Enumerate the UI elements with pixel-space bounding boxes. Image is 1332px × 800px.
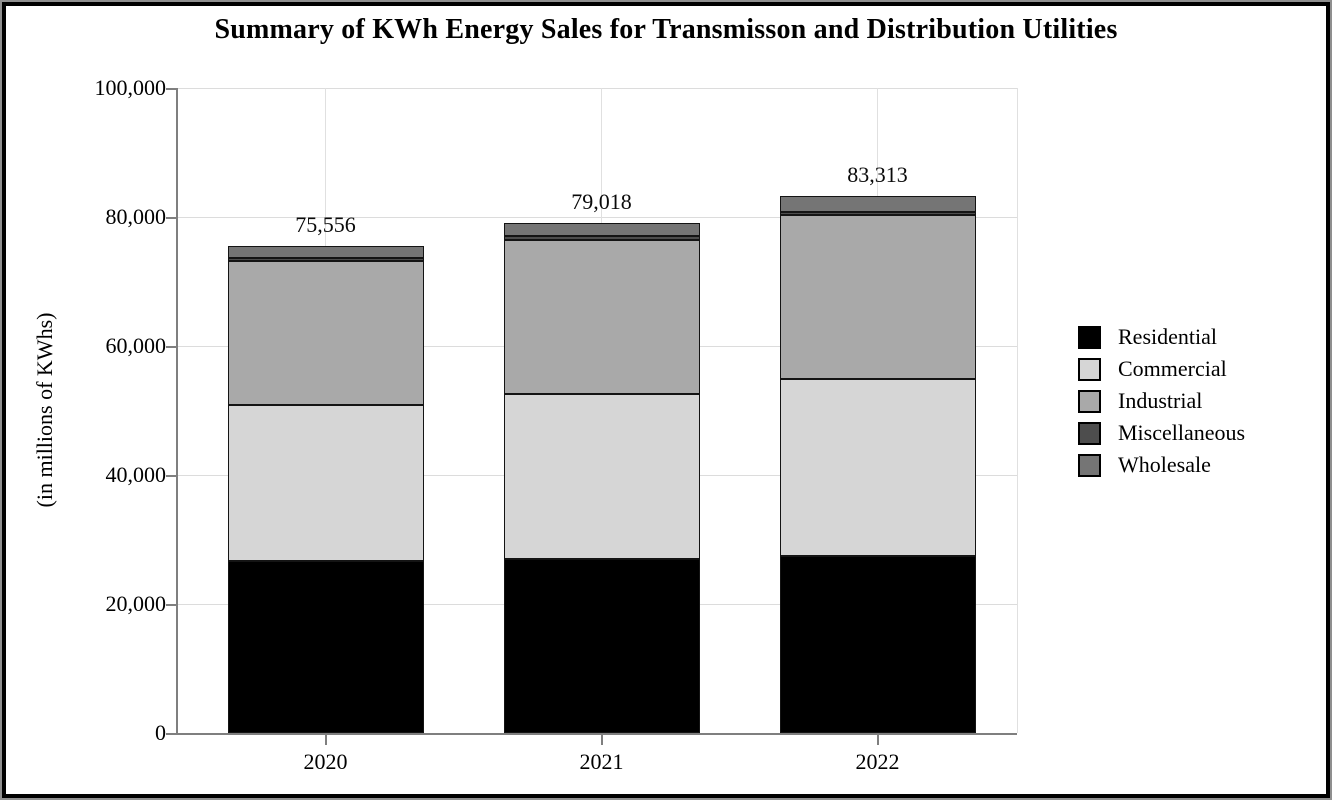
h-gridline	[178, 87, 1017, 89]
legend-item-residential: Residential	[1078, 321, 1245, 353]
x-tick-mark	[324, 735, 327, 745]
bar-segment-wholesale	[779, 195, 976, 213]
y-tick-mark	[166, 217, 176, 219]
y-tick-mark	[166, 475, 176, 477]
chart-title: Summary of KWh Energy Sales for Transmis…	[214, 14, 1118, 45]
legend-label: Residential	[1118, 324, 1217, 349]
h-gridline	[178, 216, 1017, 218]
bar-total-label: 75,556	[295, 211, 356, 237]
y-tick-label: 60,000	[105, 333, 167, 358]
legend-swatch-wholesale	[1078, 453, 1101, 477]
bar-segment-commercial	[779, 378, 976, 557]
legend-item-wholesale: Wholesale	[1078, 449, 1245, 481]
bar-segment-miscellaneous	[503, 236, 700, 240]
bar-segment-wholesale	[227, 245, 424, 259]
bar-segment-commercial	[503, 394, 700, 560]
legend-swatch-miscellaneous	[1078, 421, 1101, 445]
bar-segment-miscellaneous	[779, 212, 976, 216]
bar-segment-industrial	[503, 239, 700, 395]
bar-segment-wholesale	[503, 223, 700, 237]
bar-segment-residential	[227, 561, 424, 733]
bar-segment-commercial	[227, 404, 424, 562]
legend-item-commercial: Commercial	[1078, 353, 1245, 385]
bar-total-label: 79,018	[571, 189, 632, 215]
bar-segment-miscellaneous	[227, 258, 424, 262]
legend-swatch-industrial	[1078, 389, 1101, 413]
y-tick-mark	[166, 733, 176, 735]
legend-label: Miscellaneous	[1118, 420, 1246, 445]
y-tick-mark	[166, 346, 176, 348]
legend-swatch-residential	[1078, 325, 1101, 349]
y-tick-label: 0	[155, 720, 166, 745]
legend-swatch-commercial	[1078, 357, 1101, 381]
x-tick-mark	[876, 735, 879, 745]
x-category-label: 2022	[855, 749, 900, 774]
bar-segment-industrial	[227, 261, 424, 405]
y-tick-mark	[166, 604, 176, 606]
legend-label: Commercial	[1118, 356, 1227, 381]
legend: Residential Commercial Industrial Miscellan…	[1078, 321, 1245, 481]
x-category-label: 2021	[579, 749, 624, 774]
bar-segment-residential	[779, 556, 976, 733]
y-tick-label: 80,000	[105, 204, 167, 229]
legend-item-miscellaneous: Miscellaneous	[1078, 417, 1245, 449]
bar-total-label: 83,313	[847, 161, 908, 187]
legend-label: Wholesale	[1118, 452, 1211, 477]
y-tick-label: 20,000	[105, 591, 167, 616]
legend-label: Industrial	[1118, 388, 1203, 413]
bar-segment-industrial	[779, 215, 976, 379]
x-category-label: 2020	[303, 749, 348, 774]
legend-item-industrial: Industrial	[1078, 385, 1245, 417]
v-gridline	[1016, 88, 1018, 733]
y-axis-line	[176, 88, 178, 735]
bar-segment-residential	[503, 559, 700, 733]
x-tick-mark	[600, 735, 603, 745]
y-tick-mark	[166, 88, 176, 90]
x-axis-line	[166, 733, 1017, 735]
y-tick-label: 100,000	[94, 75, 167, 100]
y-tick-label: 40,000	[105, 462, 167, 487]
